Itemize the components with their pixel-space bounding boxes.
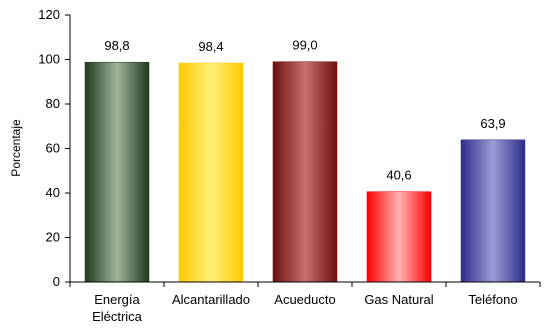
category-label: Energía xyxy=(94,292,140,307)
data-label: 63,9 xyxy=(480,116,505,131)
y-axis-title: Porcentaje xyxy=(9,119,23,177)
category-label: Gas Natural xyxy=(364,292,433,307)
category-labels: Energía Eléctrica Alcantarillado Acueducto G… xyxy=(69,282,541,324)
category-label: Teléfono xyxy=(468,292,517,307)
bar xyxy=(178,62,244,283)
data-label: 99,0 xyxy=(292,38,317,53)
y-tick-label: 0 xyxy=(53,274,60,289)
bar xyxy=(272,61,338,283)
data-label: 40,6 xyxy=(386,168,411,183)
category-label: Eléctrica xyxy=(92,309,143,324)
data-label: 98,4 xyxy=(198,39,223,54)
y-tick-label: 120 xyxy=(38,7,60,22)
y-tick-label: 20 xyxy=(46,230,60,245)
y-axis-ticks: 0 20 40 60 80 100 120 xyxy=(38,7,70,289)
bars xyxy=(84,61,526,283)
bar xyxy=(460,139,526,283)
y-tick-label: 80 xyxy=(46,96,60,111)
data-label: 98,8 xyxy=(104,38,129,53)
y-tick-label: 100 xyxy=(38,52,60,67)
y-tick-label: 40 xyxy=(46,185,60,200)
category-label: Acueducto xyxy=(274,292,335,307)
value-labels: 98,8 98,4 99,0 40,6 63,9 xyxy=(104,38,505,183)
bar xyxy=(366,191,432,283)
category-label: Alcantarillado xyxy=(172,292,250,307)
bar xyxy=(84,61,150,283)
y-tick-label: 60 xyxy=(46,141,60,156)
